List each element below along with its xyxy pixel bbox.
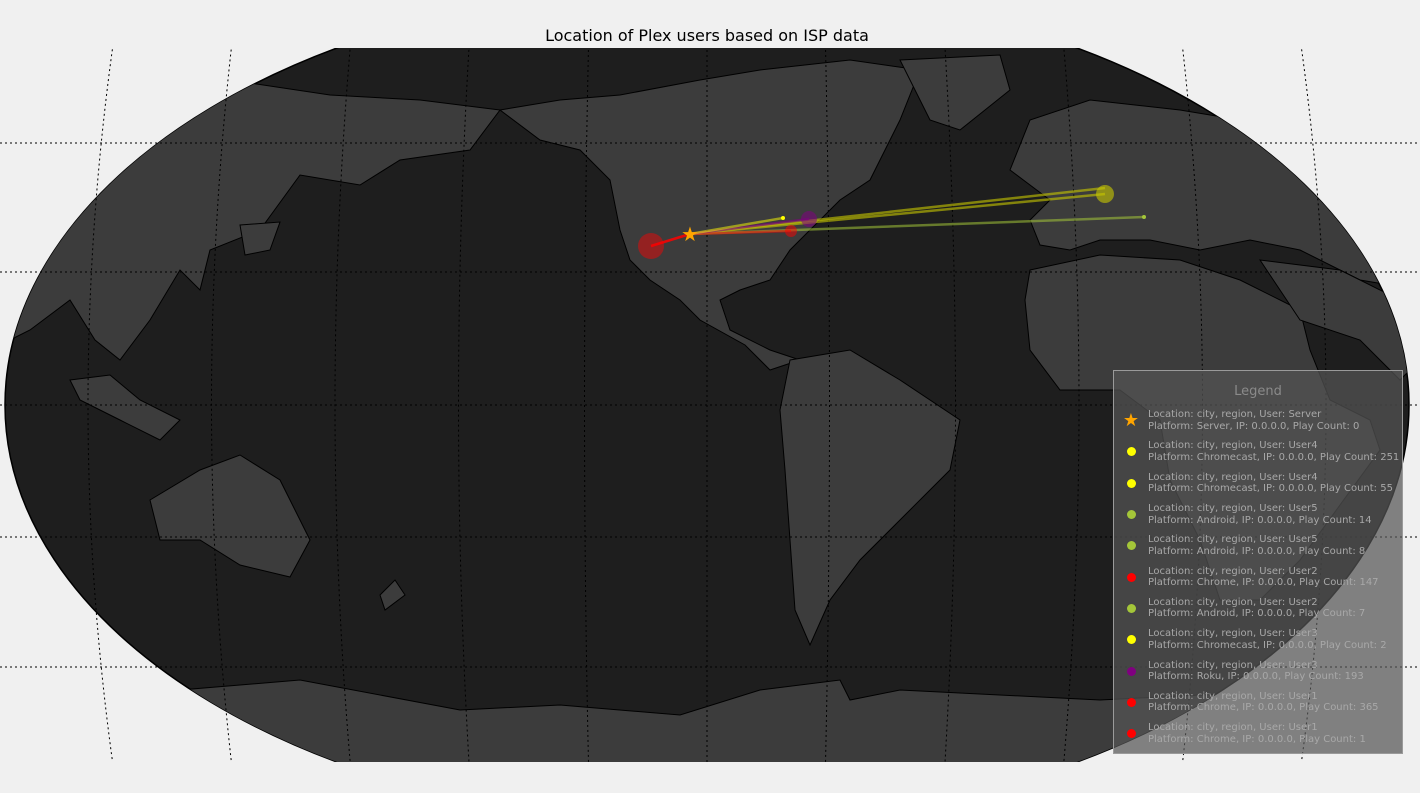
- dot-icon: [1126, 603, 1136, 613]
- land-greenland: [899, 54, 1011, 131]
- legend-item: Location: city, region, User: User1 Platf…: [1114, 718, 1402, 749]
- land-south-america: [779, 349, 961, 647]
- land-north-america: [498, 59, 921, 371]
- dot-icon: [1126, 541, 1136, 551]
- line-user1-365: [650, 232, 691, 248]
- legend-item-line1: Location: city, region, User: User2: [1148, 565, 1318, 577]
- legend-item-line1: Location: city, region, User: User5: [1148, 534, 1318, 546]
- legend-title: Legend: [1234, 384, 1282, 399]
- legend-item: Location: city, region, User: User5 Platf…: [1114, 499, 1402, 530]
- land-japan: [239, 221, 281, 256]
- legend-item-line1: Location: city, region, User: User4: [1148, 440, 1318, 452]
- legend-item-line2: Platform: Android, IP: 0.0.0.0, Play Cou…: [1148, 608, 1366, 620]
- legend-item: Location: city, region, User: User3 Platf…: [1114, 624, 1402, 655]
- land-australia: [149, 454, 311, 578]
- legend-item: Location: city, region, User: User1 Platf…: [1114, 687, 1402, 718]
- legend-item-line2: Platform: Roku, IP: 0.0.0.0, Play Count:…: [1148, 671, 1364, 683]
- legend-item-line1: Location: city, region, User: User4: [1148, 471, 1318, 483]
- legend-item-line1: Location: city, region, User: Server: [1148, 409, 1322, 421]
- marker-user5-14[interactable]: [1142, 215, 1146, 219]
- legend-item-line2: Platform: Server, IP: 0.0.0.0, Play Coun…: [1148, 420, 1360, 432]
- user-markers: ★: [638, 185, 1146, 259]
- legend: Legend ★ Location: city, region, User: Se…: [1113, 370, 1403, 754]
- legend-item: Location: city, region, User: User5 Platf…: [1114, 530, 1402, 561]
- map-title: Location of Plex users based on ISP data: [545, 26, 869, 45]
- line-user2-147: [689, 229, 792, 236]
- legend-item-line1: Location: city, region, User: User3: [1148, 659, 1318, 671]
- legend-item-line1: Location: city, region, User: User5: [1148, 503, 1318, 515]
- legend-item-line2: Platform: Chromecast, IP: 0.0.0.0, Play …: [1148, 639, 1387, 651]
- land-new-zealand: [379, 579, 406, 611]
- dot-icon: [1126, 510, 1136, 520]
- legend-item: Location: city, region, User: User4 Platf…: [1114, 436, 1402, 467]
- line-user3-2: [689, 216, 784, 236]
- dot-icon: [1126, 635, 1136, 645]
- connection-lines: [650, 186, 1145, 248]
- star-icon: ★: [1122, 409, 1140, 431]
- server-star-icon[interactable]: ★: [681, 222, 699, 246]
- legend-item-line1: Location: city, region, User: User1: [1148, 690, 1318, 702]
- dot-icon: [1126, 572, 1136, 582]
- dot-icon: [1126, 666, 1136, 676]
- legend-item-line2: Platform: Android, IP: 0.0.0.0, Play Cou…: [1148, 514, 1372, 526]
- marker-user4-251[interactable]: [1096, 185, 1114, 203]
- marker-user2-147[interactable]: [785, 225, 797, 237]
- marker-user3-193[interactable]: [801, 211, 817, 227]
- legend-item: Location: city, region, User: User2 Platf…: [1114, 593, 1402, 624]
- legend-item-line2: Platform: Chrome, IP: 0.0.0.0, Play Coun…: [1148, 733, 1366, 745]
- legend-item-line2: Platform: Chromecast, IP: 0.0.0.0, Play …: [1148, 451, 1400, 463]
- legend-item-line1: Location: city, region, User: User3: [1148, 628, 1318, 640]
- legend-item: Location: city, region, User: User3 Platf…: [1114, 655, 1402, 686]
- legend-item-line2: Platform: Chromecast, IP: 0.0.0.0, Play …: [1148, 483, 1393, 495]
- land-arabia-india: [1258, 259, 1409, 381]
- legend-item: Location: city, region, User: User2 Platf…: [1114, 561, 1402, 592]
- dot-icon: [1126, 447, 1136, 457]
- legend-item-line1: Location: city, region, User: User2: [1148, 596, 1318, 608]
- legend-item-line2: Platform: Android, IP: 0.0.0.0, Play Cou…: [1148, 545, 1366, 557]
- legend-item-line1: Location: city, region, User: User1: [1148, 722, 1318, 734]
- dot-icon: [1126, 478, 1136, 488]
- land-southeast-asia: [69, 374, 181, 441]
- land-antarctica: [179, 679, 1409, 762]
- marker-user1-365[interactable]: [638, 233, 664, 259]
- legend-item-line2: Platform: Chrome, IP: 0.0.0.0, Play Coun…: [1148, 702, 1379, 714]
- dot-icon: [1126, 729, 1136, 739]
- legend-item-line2: Platform: Chrome, IP: 0.0.0.0, Play Coun…: [1148, 577, 1379, 589]
- legend-item: Location: city, region, User: User4 Platf…: [1114, 468, 1402, 499]
- dot-icon: [1126, 697, 1136, 707]
- legend-item: ★ Location: city, region, User: Server Pla…: [1114, 405, 1402, 436]
- marker-user3-2[interactable]: [781, 216, 785, 220]
- line-user4-55: [689, 192, 1106, 236]
